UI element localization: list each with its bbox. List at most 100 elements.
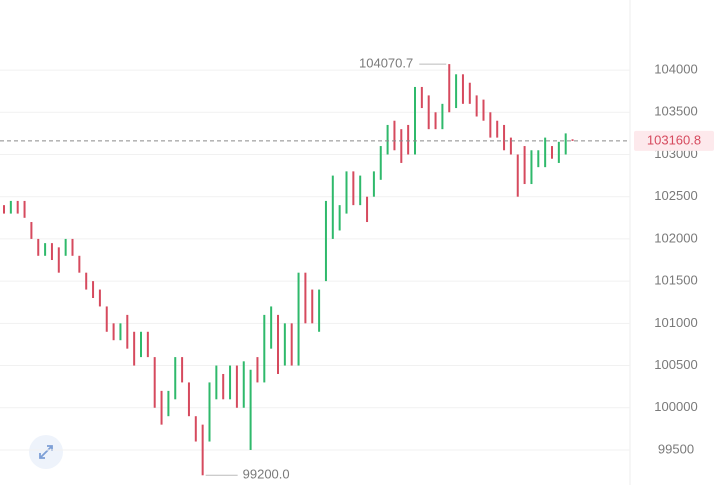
y-tick-label: 100500: [654, 357, 697, 372]
y-tick-label: 101000: [654, 315, 697, 330]
candle: [407, 124, 410, 155]
expand-icon[interactable]: [39, 445, 53, 459]
candle: [270, 306, 273, 349]
candle: [544, 137, 547, 168]
candle: [64, 238, 67, 256]
y-tick-label: 99500: [658, 441, 694, 456]
candle: [126, 314, 129, 349]
candle: [448, 64, 451, 113]
candle: [3, 205, 5, 214]
y-tick-label: 100000: [654, 399, 697, 414]
candle: [174, 357, 177, 400]
candle: [509, 137, 512, 155]
candle: [393, 120, 396, 151]
candle: [37, 238, 40, 256]
candle: [304, 272, 307, 324]
candle: [249, 369, 252, 450]
candle: [503, 124, 506, 151]
last-price-box: [634, 130, 714, 151]
y-tick-label: 102000: [654, 230, 697, 245]
candle: [557, 141, 560, 163]
candle: [277, 314, 279, 374]
candle: [23, 200, 26, 218]
candle: [516, 154, 519, 197]
candle: [263, 314, 266, 383]
candle: [229, 365, 232, 400]
candle: [160, 390, 163, 425]
candle: [9, 200, 12, 214]
y-tick-label: 103500: [654, 104, 697, 119]
candle: [201, 424, 204, 476]
candle: [386, 124, 389, 155]
candle: [434, 112, 437, 130]
candle: [414, 86, 416, 155]
candle: [57, 247, 60, 273]
candle: [290, 323, 293, 366]
candle: [215, 365, 218, 400]
candle: [44, 243, 47, 256]
candle: [311, 289, 314, 324]
candle: [338, 205, 341, 231]
candle: [222, 373, 225, 400]
candle: [345, 171, 348, 214]
candle: [146, 331, 149, 358]
candle: [427, 95, 430, 130]
candle: [400, 129, 403, 163]
candle: [297, 272, 300, 366]
expand-button[interactable]: [29, 435, 63, 469]
high-label: 104070.7: [359, 56, 413, 71]
candle: [98, 289, 101, 307]
candle: [441, 103, 444, 130]
candle: [564, 133, 567, 155]
candle: [571, 139, 574, 141]
candle: [133, 331, 136, 366]
candle: [551, 146, 553, 159]
candle: [119, 323, 122, 341]
candle: [242, 361, 245, 408]
candle: [489, 112, 492, 138]
candle: [523, 146, 526, 185]
candle: [468, 82, 471, 104]
candle: [181, 357, 184, 383]
candle: [352, 171, 355, 206]
candle: [235, 365, 238, 408]
candle: [372, 171, 375, 197]
candle: [16, 200, 19, 214]
candle: [30, 222, 33, 239]
candle: [167, 390, 170, 417]
candle: [153, 357, 156, 408]
candle: [496, 120, 499, 138]
candle: [482, 99, 485, 121]
candle: [256, 357, 259, 383]
candle: [461, 74, 464, 104]
y-tick-label: 104000: [654, 62, 697, 77]
y-tick-label: 102500: [654, 188, 697, 203]
candle: [105, 306, 108, 332]
candle: [475, 95, 478, 117]
candle: [379, 146, 382, 180]
candle: [359, 175, 362, 206]
candle: [331, 175, 334, 239]
low-label: 99200.0: [243, 467, 290, 482]
candle: [530, 150, 533, 185]
candle: [208, 382, 211, 442]
candle: [194, 416, 197, 442]
candle: [112, 323, 115, 341]
candle: [324, 200, 327, 282]
candle: [85, 272, 88, 290]
candle: [318, 289, 321, 332]
candle: [50, 243, 53, 261]
candle: [78, 255, 81, 273]
candle: [92, 281, 95, 299]
candle: [420, 86, 423, 109]
y-tick-label: 101500: [654, 273, 697, 288]
candle: [140, 331, 142, 358]
candle: [71, 238, 74, 256]
candle: [455, 74, 458, 109]
candle: [366, 196, 369, 223]
candle: [187, 382, 190, 417]
last-price-label: 103160.8: [647, 132, 701, 147]
candle: [537, 150, 540, 168]
candle: [283, 323, 286, 366]
